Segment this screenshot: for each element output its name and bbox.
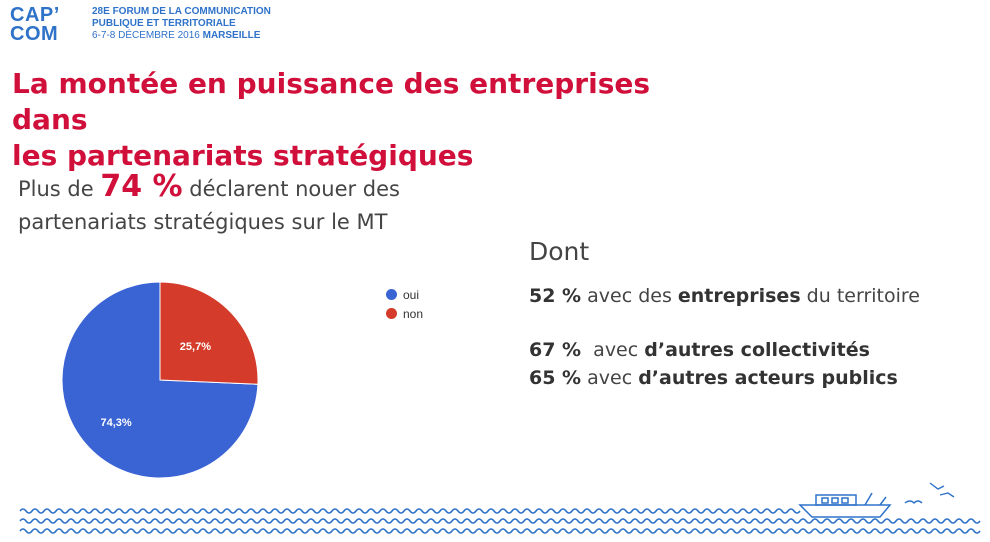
stat-pct: 67 % — [529, 339, 582, 361]
legend-item-oui: oui — [386, 285, 423, 304]
wave-line-1 — [19, 508, 801, 514]
legend-dot-non — [386, 308, 397, 319]
page-title: La montée en puissance des entreprises d… — [12, 66, 732, 174]
event-city: MARSEILLE — [202, 30, 261, 41]
boat-icon — [798, 492, 892, 518]
legend-label-non: non — [403, 306, 424, 321]
subtitle: Plus de 74 % déclarent nouer des partena… — [18, 170, 448, 239]
pie-label-oui: 74,3% — [101, 417, 132, 429]
capcom-logo: CAP’ COM — [10, 5, 80, 47]
stats-list: 52 % avec des entreprises du territoire … — [529, 282, 920, 392]
stat-pre: avec — [581, 339, 645, 361]
legend-label-oui: oui — [403, 287, 420, 302]
logo-line-cap: CAP’ — [10, 4, 60, 26]
stat-row-entreprises: 52 % avec des entreprises du territoire — [529, 282, 920, 310]
title-line-2: les partenariats stratégiques — [12, 139, 474, 172]
stat-row-collectivites: 67 % avec d’autres collectivités — [529, 336, 920, 364]
pie-chart: 74,3% 25,7% — [61, 281, 259, 479]
stat-post: du territoire — [800, 285, 920, 307]
birds-icon — [904, 482, 955, 504]
stat-pct: 65 % — [529, 367, 582, 389]
subtitle-line-1: Plus de 74 % déclarent nouer des — [18, 170, 448, 206]
pie-label-non: 25,7% — [180, 341, 211, 353]
legend-item-non: non — [386, 304, 423, 323]
event-date: 6-7-8 DÉCEMBRE 2016 — [92, 30, 200, 41]
stat-pre: avec — [581, 367, 639, 389]
pie-slice-non — [159, 281, 259, 385]
chart-legend: oui non — [386, 285, 423, 323]
subtitle-suffix: déclarent nouer des — [182, 177, 400, 201]
event-line-3: 6-7-8 DÉCEMBRE 2016 MARSEILLE — [92, 30, 271, 42]
logo-line-com: COM — [10, 23, 59, 45]
stat-bold: d’autres collectivités — [644, 339, 870, 361]
legend-dot-oui — [386, 289, 397, 300]
event-line-2: PUBLIQUE ET TERRITORIALE — [92, 18, 236, 29]
subtitle-prefix: Plus de — [18, 177, 101, 201]
event-info: 28e FORUM DE LA COMMUNICATION PUBLIQUE E… — [92, 6, 271, 42]
stat-pre: avec des — [581, 285, 678, 307]
decorative-waves — [19, 482, 981, 534]
wave-lines — [19, 508, 981, 534]
wave-line-2 — [19, 518, 981, 524]
stat-bold: d’autres acteurs publics — [638, 367, 898, 389]
stat-bold: entreprises — [677, 285, 801, 307]
subtitle-line-2: partenariats stratégiques sur le MT — [18, 210, 388, 234]
stat-pct: 52 % — [529, 285, 582, 307]
stat-row-acteurs-publics: 65 % avec d’autres acteurs publics — [529, 364, 920, 392]
title-line-1: La montée en puissance des entreprises d… — [12, 67, 651, 136]
subtitle-highlight: 74 % — [100, 169, 183, 204]
dont-label: Dont — [529, 237, 590, 266]
event-line-1: 28e FORUM DE LA COMMUNICATION — [92, 6, 271, 17]
wave-line-3 — [19, 528, 981, 534]
